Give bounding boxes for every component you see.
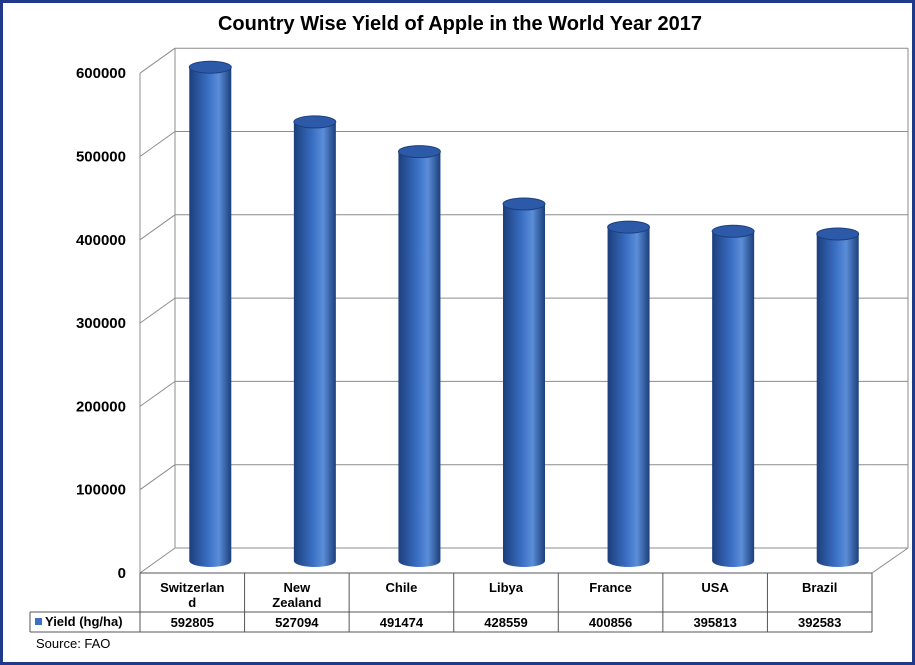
bar-body	[712, 231, 755, 567]
grid-line-diag	[139, 464, 176, 491]
bar-body	[189, 67, 232, 568]
floor-edge	[871, 547, 909, 574]
x-tick-label: France	[589, 580, 632, 595]
grid-line-diag	[139, 47, 176, 74]
data-label: 400856	[589, 615, 632, 630]
x-tick-label: Zealand	[272, 595, 321, 610]
bar	[188, 60, 232, 568]
y-tick-label: 200000	[76, 398, 126, 415]
y-tick-label: 500000	[76, 149, 126, 166]
bar	[816, 227, 860, 567]
legend-swatch	[35, 618, 42, 625]
bar-top	[188, 60, 232, 74]
legend-label: Yield (hg/ha)	[45, 614, 123, 629]
bar-top	[397, 145, 441, 159]
bar-top	[711, 224, 755, 238]
x-tick-label: Switzerlan	[160, 580, 224, 595]
y-tick-label: 600000	[76, 65, 126, 82]
y-tick-label: 400000	[76, 232, 126, 249]
bar-top	[816, 227, 860, 241]
x-tick-label: Brazil	[802, 580, 837, 595]
bar-top	[607, 220, 651, 234]
data-label: 428559	[484, 615, 527, 630]
grid-line-diag	[139, 547, 176, 574]
y-tick-label: 300000	[76, 315, 126, 332]
bar-body	[607, 227, 650, 567]
x-tick-label: Chile	[386, 580, 418, 595]
bar-top	[293, 115, 337, 129]
grid-line-diag	[139, 131, 176, 157]
bar	[397, 145, 441, 567]
y-tick-label: 100000	[76, 482, 126, 499]
bar-body	[398, 151, 441, 567]
bar-body	[503, 204, 545, 567]
bar-top	[502, 197, 546, 211]
grid-line-diag	[139, 214, 176, 241]
data-label: 395813	[693, 615, 736, 630]
data-label: 392583	[798, 615, 841, 630]
x-tick-label: Libya	[489, 580, 524, 595]
x-tick-label: USA	[701, 580, 729, 595]
bar	[607, 220, 651, 567]
y-axis: 0 100000 200000 300000 400000 500000 600000	[76, 65, 126, 582]
y-tick-label: 0	[118, 565, 126, 582]
x-tick-label: New	[283, 580, 311, 595]
data-label: 527094	[275, 615, 319, 630]
chart-title: Country Wise Yield of Apple in the World…	[218, 13, 702, 35]
bar	[502, 197, 546, 567]
grid-line-diag	[139, 297, 176, 324]
grid-line-diag	[139, 380, 176, 407]
bars	[188, 60, 860, 568]
source-note: Source: FAO	[36, 636, 110, 651]
bar-body	[816, 233, 859, 567]
data-label: 592805	[171, 615, 214, 630]
x-tick-label: d	[188, 595, 196, 610]
bar	[293, 115, 337, 567]
data-label: 491474	[380, 615, 424, 630]
bar	[711, 224, 755, 567]
bar-body	[293, 121, 336, 567]
